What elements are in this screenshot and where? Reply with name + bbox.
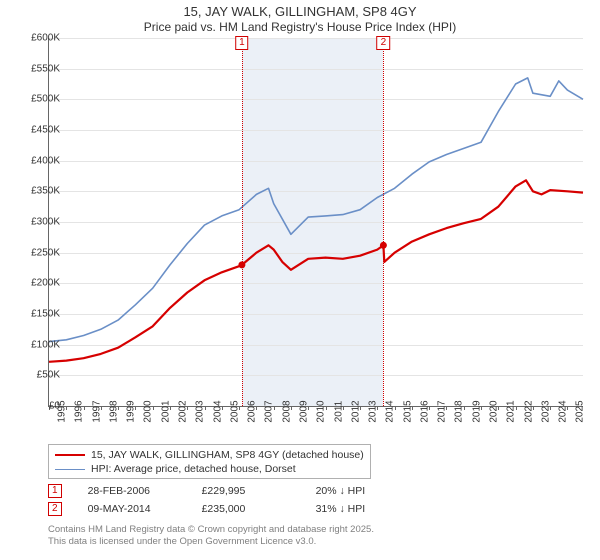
x-axis-label: 1996 — [60, 400, 71, 422]
x-axis-label: 2011 — [319, 401, 330, 423]
x-axis-label: 2006 — [233, 400, 244, 422]
x-axis-label: 2019 — [457, 400, 468, 422]
x-axis-label: 2023 — [526, 400, 537, 422]
x-axis-label: 2004 — [198, 400, 209, 422]
x-axis-label: 2012 — [336, 400, 347, 422]
x-axis-label: 2007 — [250, 400, 261, 422]
legend-item-series-0: 15, JAY WALK, GILLINGHAM, SP8 4GY (detac… — [55, 448, 364, 462]
chart-title: 15, JAY WALK, GILLINGHAM, SP8 4GY — [0, 0, 600, 20]
footer-line-1: Contains HM Land Registry data © Crown c… — [48, 524, 374, 536]
x-axis-label: 2008 — [267, 400, 278, 422]
x-axis-label: 2001 — [146, 400, 157, 422]
x-axis-label: 2014 — [371, 400, 382, 422]
trans-delta-1: 20% ↓ HPI — [316, 485, 404, 497]
x-axis-label: 2002 — [163, 400, 174, 422]
x-axis-label: 1999 — [112, 400, 123, 422]
x-axis-label: 2021 — [492, 400, 503, 422]
footer-attribution: Contains HM Land Registry data © Crown c… — [48, 524, 374, 548]
legend-swatch-0 — [55, 454, 85, 456]
x-axis-label: 1998 — [94, 400, 105, 422]
x-axis-label: 1997 — [77, 400, 88, 422]
x-axis-label: 2017 — [423, 400, 434, 422]
x-axis-label: 2003 — [181, 400, 192, 422]
transaction-line — [242, 38, 243, 406]
y-axis-label: £350K — [10, 186, 60, 197]
transaction-line — [383, 38, 384, 406]
table-row: 1 28-FEB-2006 £229,995 20% ↓ HPI — [48, 482, 404, 500]
trans-price-2: £235,000 — [202, 503, 290, 515]
trans-date-2: 09-MAY-2014 — [88, 503, 176, 515]
x-axis-label: 2022 — [509, 400, 520, 422]
chart-lines — [49, 38, 583, 406]
legend: 15, JAY WALK, GILLINGHAM, SP8 4GY (detac… — [48, 444, 371, 479]
x-axis-labels: 1995199619971998199920002001200220032004… — [48, 406, 582, 438]
table-row: 2 09-MAY-2014 £235,000 31% ↓ HPI — [48, 500, 404, 518]
x-axis-label: 2000 — [129, 400, 140, 422]
y-axis-label: £450K — [10, 125, 60, 136]
y-axis-label: £50K — [10, 370, 60, 381]
y-axis-label: £100K — [10, 339, 60, 350]
chart-subtitle: Price paid vs. HM Land Registry's House … — [0, 20, 600, 38]
trans-marker-2: 2 — [48, 502, 62, 516]
x-axis-label: 2015 — [388, 400, 399, 422]
legend-swatch-1 — [55, 469, 85, 470]
y-axis-label: £0 — [10, 401, 60, 412]
series-line-0 — [49, 180, 583, 361]
x-axis-label: 2020 — [475, 400, 486, 422]
x-axis-label: 2018 — [440, 400, 451, 422]
trans-delta-2: 31% ↓ HPI — [316, 503, 404, 515]
y-axis-label: £600K — [10, 33, 60, 44]
trans-marker-1: 1 — [48, 484, 62, 498]
x-axis-label: 2016 — [405, 400, 416, 422]
trans-date-1: 28-FEB-2006 — [88, 485, 176, 497]
legend-label-0: 15, JAY WALK, GILLINGHAM, SP8 4GY (detac… — [91, 448, 364, 462]
y-axis-label: £150K — [10, 309, 60, 320]
series-line-1 — [49, 78, 583, 342]
x-axis-label: 2009 — [284, 400, 295, 422]
x-axis-label: 2013 — [354, 400, 365, 422]
y-axis-label: £400K — [10, 155, 60, 166]
y-axis-label: £300K — [10, 217, 60, 228]
plot-area: 12 — [48, 38, 583, 407]
x-axis-label: 2024 — [544, 400, 555, 422]
transaction-marker: 2 — [377, 36, 391, 50]
legend-item-series-1: HPI: Average price, detached house, Dors… — [55, 462, 364, 476]
y-axis-label: £500K — [10, 94, 60, 105]
y-axis-label: £200K — [10, 278, 60, 289]
trans-price-1: £229,995 — [202, 485, 290, 497]
y-axis-label: £250K — [10, 247, 60, 258]
legend-label-1: HPI: Average price, detached house, Dors… — [91, 462, 296, 476]
x-axis-label: 2025 — [561, 400, 572, 422]
x-axis-label: 2010 — [302, 400, 313, 422]
transaction-table: 1 28-FEB-2006 £229,995 20% ↓ HPI 2 09-MA… — [48, 482, 404, 518]
y-axis-label: £550K — [10, 63, 60, 74]
footer-line-2: This data is licensed under the Open Gov… — [48, 536, 374, 548]
transaction-marker: 1 — [235, 36, 249, 50]
x-axis-label: 2005 — [215, 400, 226, 422]
